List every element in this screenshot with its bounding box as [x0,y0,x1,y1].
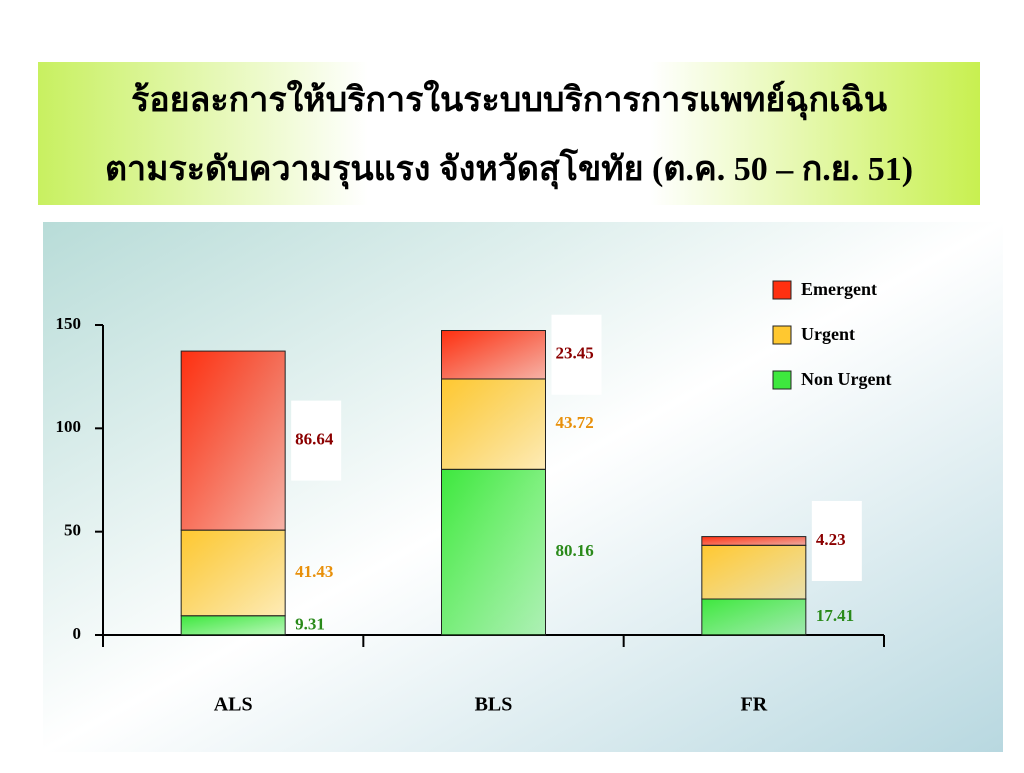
x-tick-label: FR [740,694,767,716]
bar-segment [441,468,546,636]
x-tick-label: ALS [214,694,253,716]
data-label: 41.43 [295,562,333,581]
label-box [811,500,862,581]
legend-swatch [772,370,792,390]
bar-segment [441,378,546,470]
data-label: 86.64 [295,430,334,449]
legend-label: Non Urgent [801,369,892,389]
bar-segment [701,598,807,636]
bar-segment [701,536,807,546]
x-tick-label: BLS [475,694,513,716]
bar-segment [180,529,286,617]
data-label: 80.16 [556,541,594,560]
bar-segment [180,615,286,636]
legend-swatch [772,325,792,345]
label-box [551,314,602,395]
y-tick-label: 0 [73,624,82,643]
data-label: 9.31 [295,614,325,633]
bar-segment [441,330,546,380]
legend-label: Urgent [801,324,855,344]
y-tick-label: 100 [56,417,82,436]
data-label: 17.41 [816,606,854,625]
y-tick-label: 50 [64,521,81,540]
bar-segment [701,544,807,600]
data-label: 4.23 [816,530,846,549]
data-label: 43.72 [556,413,594,432]
bar-segment [180,350,286,531]
data-label: 23.45 [556,344,594,363]
chart-title: ตามระดับความรุนแรง จังหวัดสุโขทัย (ต.ค. … [105,148,913,190]
chart-title: ร้อยละการให้บริการในระบบบริการการแพทย์ฉุ… [131,79,887,121]
title-banner [38,62,980,205]
y-tick-label: 150 [56,314,82,333]
legend-label: Emergent [801,279,877,299]
legend-swatch [772,280,792,300]
label-box [291,400,342,481]
